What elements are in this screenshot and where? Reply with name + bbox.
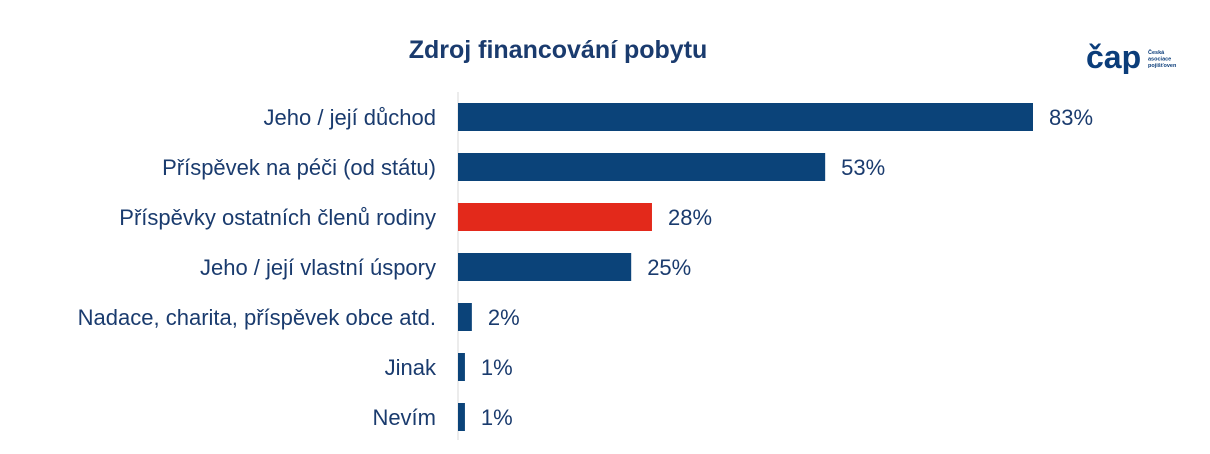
value-label: 53% <box>841 155 885 180</box>
svg-text:pojišťoven: pojišťoven <box>1148 63 1177 69</box>
category-label: Příspěvek na péči (od státu) <box>162 155 436 180</box>
chart-title: Zdroj financování pobytu <box>408 36 708 64</box>
bar <box>458 253 632 281</box>
value-label: 83% <box>1049 105 1093 130</box>
bar <box>458 203 652 231</box>
category-label: Jinak <box>385 355 437 380</box>
category-label: Nevím <box>372 405 436 430</box>
svg-text:Česká: Česká <box>1148 49 1165 56</box>
logo-wordmark: čap <box>1086 40 1141 74</box>
bar <box>458 153 826 181</box>
value-label: 1% <box>481 355 513 380</box>
category-label: Nadace, charita, příspěvek obce atd. <box>78 305 436 330</box>
value-label: 2% <box>488 305 520 330</box>
cap-logo: čap Česká asociace pojišťoven <box>1086 40 1177 74</box>
category-label: Jeho / její vlastní úspory <box>200 255 436 280</box>
value-label: 25% <box>647 255 691 280</box>
bar <box>458 403 465 431</box>
svg-text:asociace: asociace <box>1148 57 1171 63</box>
bar <box>458 103 1033 131</box>
value-label: 28% <box>668 205 712 230</box>
bar <box>458 353 465 381</box>
category-label: Příspěvky ostatních členů rodiny <box>119 205 436 230</box>
value-label: 1% <box>481 405 513 430</box>
bars-layer: Jeho / její důchod 83% Příspěvek na péči (… <box>78 103 1093 431</box>
bar <box>458 303 472 331</box>
category-label: Jeho / její důchod <box>264 105 436 130</box>
